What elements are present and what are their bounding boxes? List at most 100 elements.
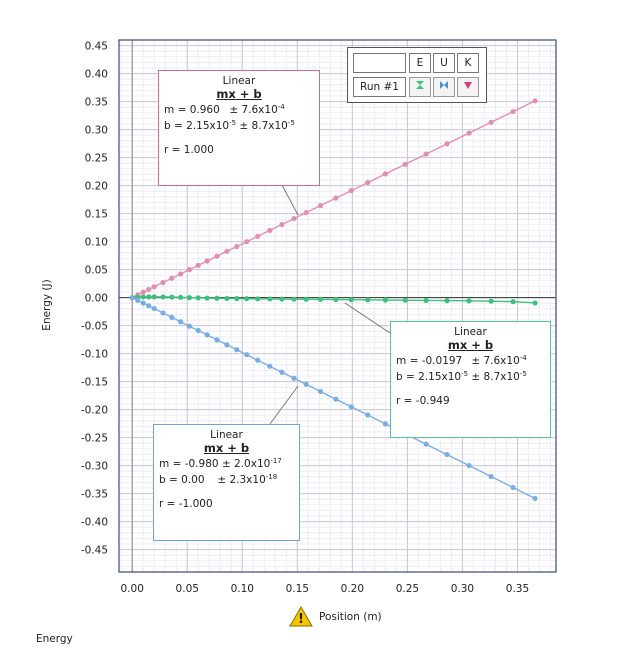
fit-m-error: ± 7.6x10	[471, 355, 520, 367]
x-axis-label: Position (m)	[319, 611, 382, 623]
data-point-u	[160, 310, 166, 316]
fit-r-value: r = -1.000	[159, 498, 213, 510]
panel-label: Energy	[36, 633, 73, 645]
fit-equation: mx + b	[203, 441, 250, 455]
data-point-e	[291, 296, 297, 302]
data-point-k	[423, 151, 429, 157]
fit-b-error-exponent: -5	[287, 119, 295, 127]
data-point-e	[151, 294, 157, 300]
y-tick-label: 0.20	[85, 181, 108, 193]
x-tick-label: 0.10	[231, 583, 254, 595]
fit-m-error-exponent: -17	[270, 457, 282, 465]
fit-m-value: m = -0.980	[159, 458, 219, 470]
fit-equation: mx + b	[216, 87, 262, 101]
data-point-u	[224, 342, 230, 348]
fit-m-value: m = -0.0197	[396, 355, 463, 367]
fit-b-value: b = 2.15x10	[396, 371, 462, 383]
fit-b-error: ± 8.7x10	[471, 371, 520, 383]
x-tick-labels: 0.00 0.05 0.10 0.15 0.20 0.25 0.30 0.35	[121, 583, 530, 595]
data-point-k	[214, 253, 220, 259]
data-point-u	[204, 332, 210, 338]
y-tick-label: -0.40	[81, 517, 108, 529]
data-point-k	[234, 243, 240, 250]
data-point-e	[423, 297, 429, 303]
fit-m-error: ± 7.6x10	[229, 104, 278, 116]
data-point-k	[151, 284, 157, 290]
data-point-k	[224, 248, 230, 254]
data-point-u	[135, 297, 141, 303]
fit-box-potential[interactable]: Linear mx + b m = -0.980 ± 2.0x10-17 b =…	[153, 424, 300, 541]
data-point-e	[333, 296, 339, 303]
data-point-k	[333, 195, 339, 201]
fit-b-error: ± 8.7x10	[239, 120, 288, 132]
data-point-e	[402, 297, 408, 303]
y-tick-label: 0.10	[85, 237, 108, 249]
data-point-e	[195, 295, 201, 301]
x-tick-label: 0.35	[506, 583, 529, 595]
data-point-k	[382, 171, 388, 177]
data-point-e	[382, 297, 388, 303]
fit-title: Linear	[222, 75, 256, 87]
x-tick-label: 0.05	[176, 583, 199, 595]
data-point-k	[532, 98, 538, 104]
data-point-u	[169, 314, 175, 320]
data-point-e	[186, 295, 193, 301]
legend-column-e[interactable]: E	[409, 53, 431, 73]
fit-b-error-exponent: -18	[265, 473, 278, 481]
y-tick-label: 0.15	[85, 209, 108, 221]
y-tick-label: 0.25	[85, 153, 108, 165]
data-point-k	[204, 258, 210, 264]
svg-text:!: !	[298, 612, 304, 627]
data-point-u	[234, 347, 240, 353]
y-tick-label: 0.05	[85, 265, 108, 277]
data-point-u	[151, 305, 157, 312]
legend-column-u[interactable]: U	[433, 53, 455, 73]
data-point-k	[488, 119, 494, 125]
data-point-k	[348, 188, 354, 194]
data-point-u	[365, 412, 371, 418]
data-point-k	[317, 203, 324, 209]
data-point-k	[169, 275, 175, 281]
legend-column-k[interactable]: K	[457, 53, 479, 73]
data-point-u	[303, 381, 309, 387]
kinetic-marker-toggle[interactable]	[457, 77, 479, 97]
fit-b-error-exponent: -5	[519, 370, 527, 378]
data-point-e	[532, 300, 538, 306]
data-point-e	[348, 297, 354, 303]
fit-m-value: m = 0.960	[164, 104, 220, 116]
warning-triangle-icon[interactable]: !	[289, 606, 313, 627]
fit-equation: mx + b	[447, 338, 494, 352]
data-point-u	[444, 451, 450, 458]
data-point-e	[224, 295, 230, 302]
data-point-e	[178, 294, 184, 300]
y-tick-label: 0.40	[85, 69, 108, 81]
fit-box-energy[interactable]: Linear mx + b m = -0.0197 ± 7.6x10-4 b =…	[390, 321, 551, 438]
data-point-u	[129, 295, 135, 301]
data-point-e	[444, 298, 450, 304]
y-tick-label: -0.15	[81, 377, 108, 389]
green-hourglass-marker-icon	[416, 81, 424, 89]
data-point-u	[267, 363, 273, 369]
data-point-e	[255, 296, 261, 302]
data-point-k	[255, 233, 261, 239]
data-point-e	[488, 298, 494, 304]
data-point-u	[317, 388, 324, 395]
fit-b-exponent: -5	[229, 119, 237, 127]
data-point-u	[146, 303, 152, 309]
legend-header-blank	[353, 53, 406, 73]
y-tick-label: 0.35	[85, 97, 108, 109]
data-point-u	[244, 352, 250, 358]
data-point-k	[267, 227, 273, 233]
energy-marker-toggle[interactable]	[409, 77, 431, 97]
fit-b-value: b = 2.15x10	[164, 120, 230, 132]
data-point-u	[279, 369, 285, 375]
data-point-k	[291, 215, 297, 222]
fit-connectors	[269, 184, 391, 425]
fit-box-kinetic[interactable]: Linear mx + b m = 0.960 ± 7.6x10-4 b = 2…	[158, 70, 320, 186]
fit-r-value: r = -0.949	[396, 395, 450, 407]
run-legend-table: E U K Run #1	[347, 47, 487, 103]
x-tick-label: 0.30	[451, 583, 474, 595]
potential-marker-toggle[interactable]	[433, 77, 455, 97]
y-tick-label: 0.00	[85, 293, 108, 305]
data-point-e	[365, 297, 371, 303]
